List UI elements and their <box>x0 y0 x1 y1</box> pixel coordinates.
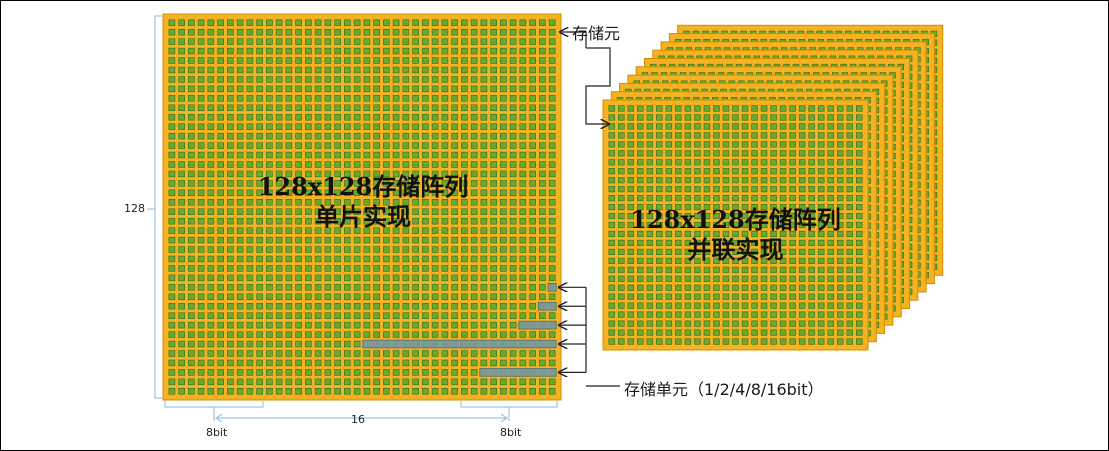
parallel-chip-stack <box>602 24 944 351</box>
